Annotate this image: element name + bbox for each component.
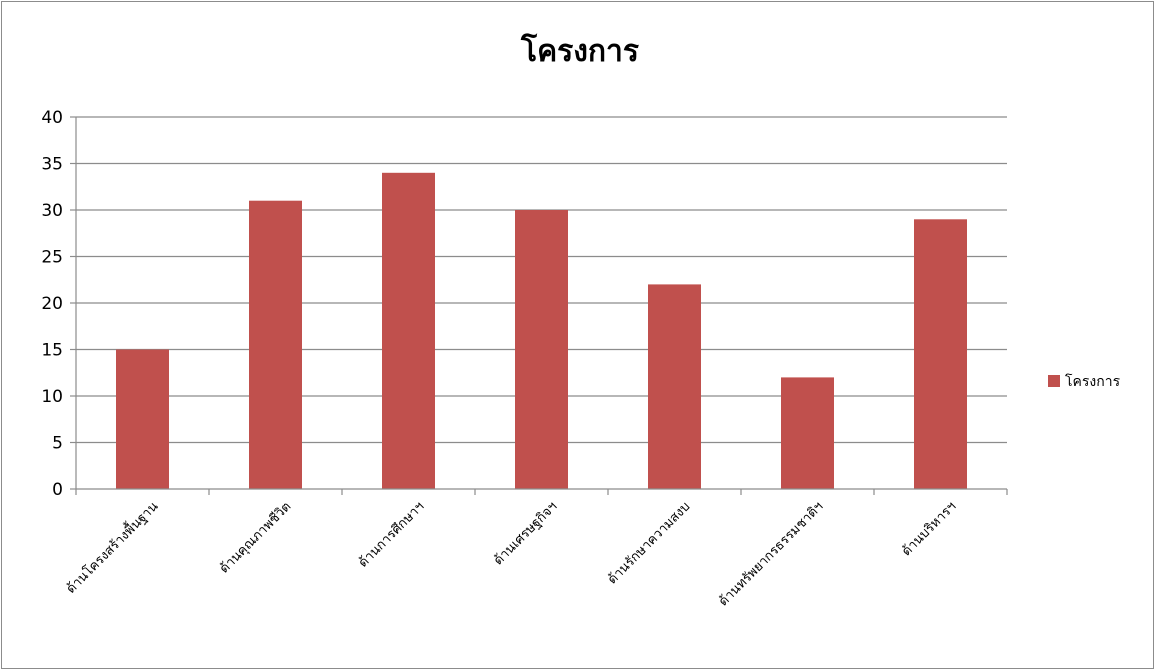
bar [382,172,435,490]
y-tick-label: 5 [52,434,63,454]
x-category-label: ด้านทรัพยากรธรรมชาติฯ [716,499,826,609]
x-category-label: ด้านการศึกษาฯ [356,499,427,570]
bar [781,377,834,489]
x-category-label: ด้านโครงสร้างพื้นฐาน [62,497,162,597]
bar [249,200,302,489]
bar [116,349,169,489]
x-category-label: ด้านเศรษฐกิจฯ [491,499,560,568]
x-category-label: ด้านบริหารฯ [899,499,959,559]
bars [116,172,967,490]
y-tick-label: 10 [41,387,63,407]
x-category-labels: ด้านโครงสร้างพื้นฐาน ด้านคุณภาพชีวิต ด้านก… [62,497,960,609]
y-tick-label: 15 [41,341,63,361]
bar [648,284,701,489]
chart-title: โครงการ [520,32,639,69]
legend: โครงการ [1048,373,1121,390]
bar [515,210,568,489]
x-category-label: ด้านรักษาความสงบ [605,499,693,587]
y-tick-label: 40 [41,108,63,128]
y-tick-label: 30 [41,201,63,221]
legend-label: โครงการ [1065,373,1121,390]
y-tick-labels: 0 5 10 15 20 25 30 35 40 [41,108,63,500]
legend-swatch [1048,375,1060,387]
axes [70,116,1008,495]
y-tick-label: 25 [41,248,63,268]
y-tick-label: 20 [41,294,63,314]
y-tick-label: 35 [41,155,63,175]
y-tick-label: 0 [52,480,63,500]
x-category-label: ด้านคุณภาพชีวิต [216,499,294,577]
bar [914,219,967,490]
